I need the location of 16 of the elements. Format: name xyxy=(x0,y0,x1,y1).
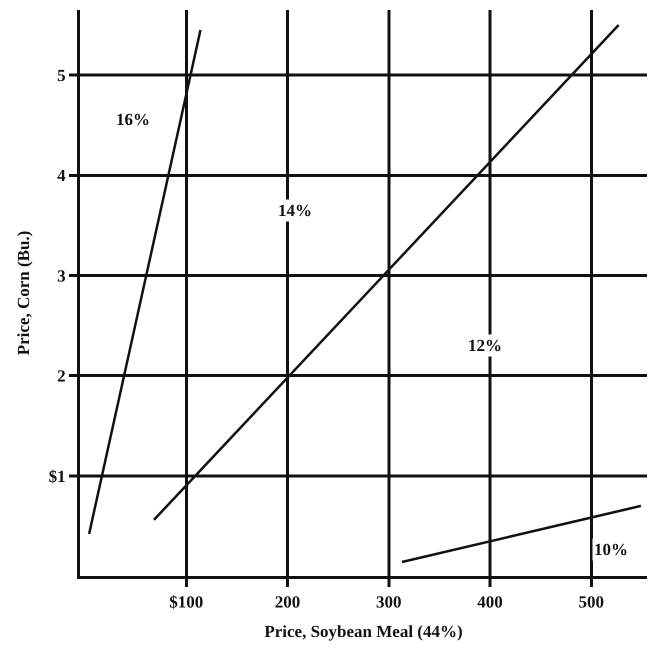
annotation: 12% xyxy=(468,336,502,355)
x-axis-title: Price, Soybean Meal (44%) xyxy=(264,622,463,641)
annotation: 14% xyxy=(278,201,312,220)
y-tick-label: 4 xyxy=(57,166,66,186)
x-tick-label: $100 xyxy=(169,592,204,612)
y-axis-title: Price, Corn (Bu.) xyxy=(14,230,34,356)
annotation: 16% xyxy=(116,110,150,129)
x-tick-label: 500 xyxy=(578,592,604,612)
x-tick-label: 400 xyxy=(477,592,503,612)
x-tick-label: 200 xyxy=(274,592,300,612)
y-tick-label: 3 xyxy=(57,266,66,286)
x-tick-label: 300 xyxy=(376,592,402,612)
annotation: 10% xyxy=(594,540,628,559)
y-tick-label: 2 xyxy=(57,366,66,386)
y-tick-label: $1 xyxy=(48,466,66,486)
y-tick-label: 5 xyxy=(57,66,66,86)
